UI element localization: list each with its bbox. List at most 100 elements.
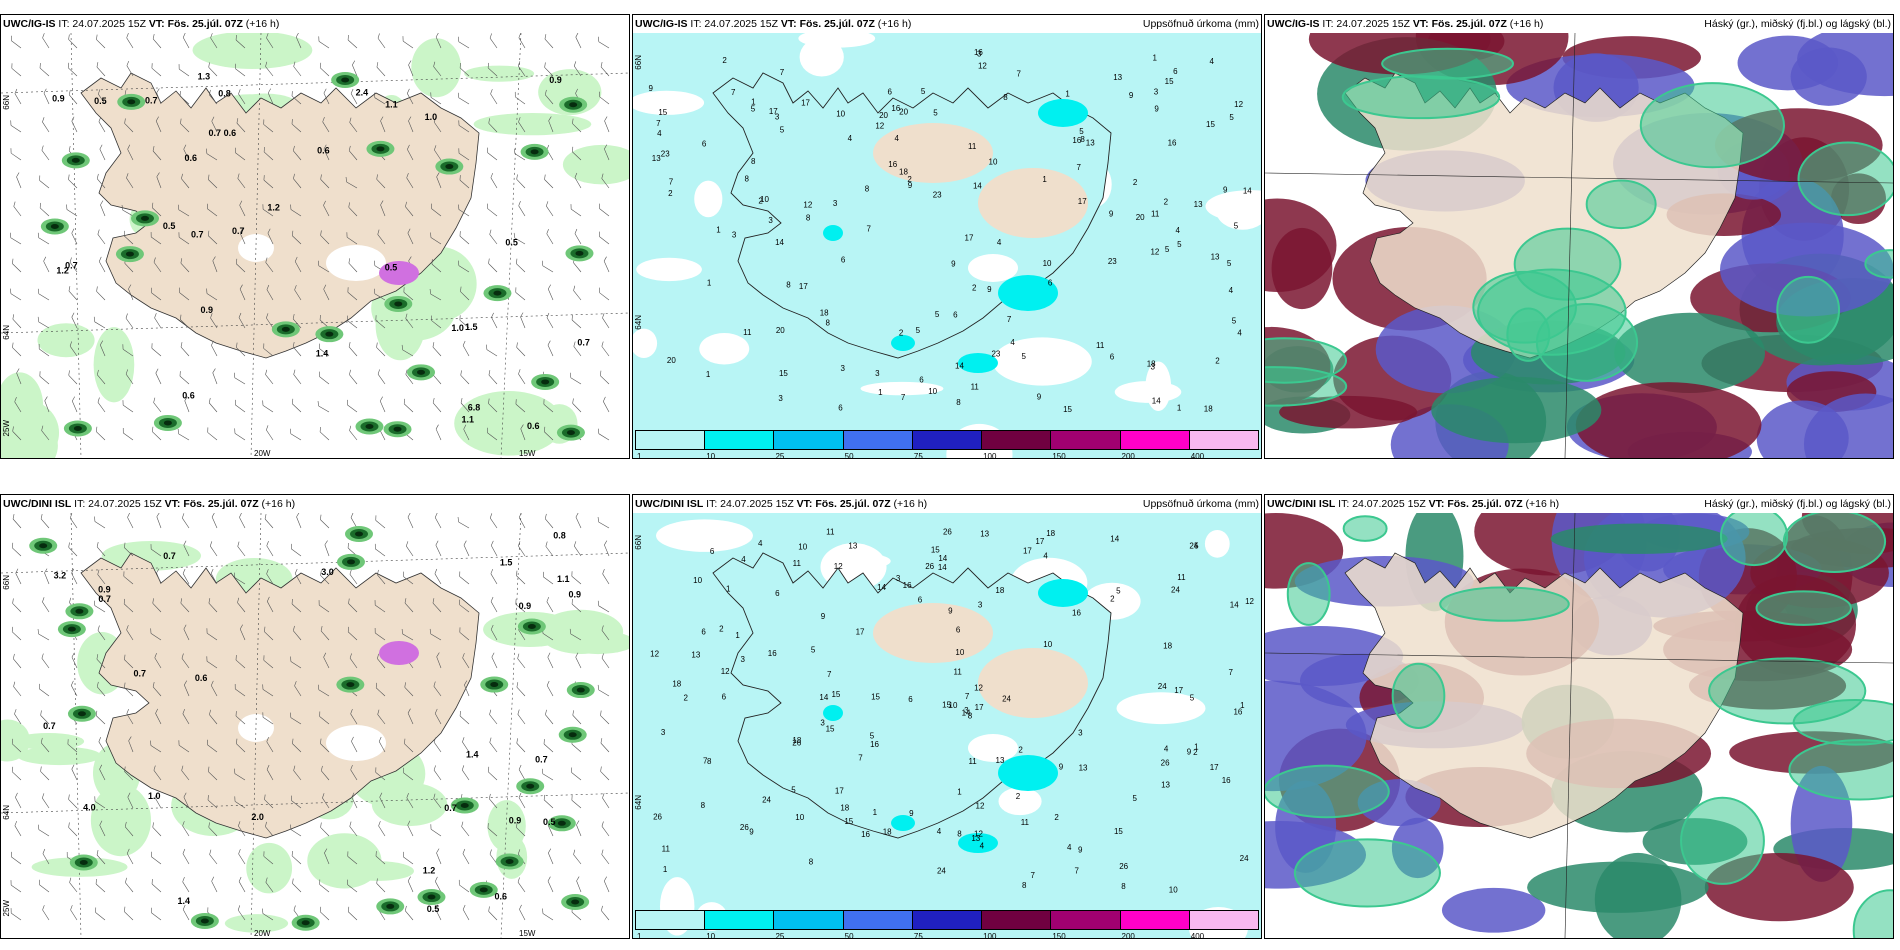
wind-barb	[542, 908, 554, 921]
wind-barb	[266, 737, 274, 753]
precip-value-label: 18	[883, 827, 892, 836]
wind-barb	[39, 202, 50, 217]
precip-value-label: 13	[971, 834, 980, 843]
wind-barb	[348, 145, 358, 161]
precip-value-label: 2	[758, 197, 763, 206]
precip-amount-label: 0.7	[145, 95, 158, 105]
precip-amount-label: 2.4	[356, 88, 369, 98]
wind-barb	[41, 145, 50, 161]
wind-barb	[323, 652, 330, 669]
wind-barb	[183, 144, 190, 161]
precip-value-label: 18	[792, 736, 801, 745]
wind-barb	[570, 204, 582, 217]
wind-barb	[212, 368, 218, 385]
wind-barb	[462, 904, 470, 921]
wind-barb	[96, 173, 106, 189]
no-precip-area	[1204, 529, 1230, 558]
precip-map[interactable]: 3 4 5 1 2 8 11 13 15 12 7 16 17 14 18 10 6 9 24 26 3 4 5 1 2 8 11 1…	[633, 513, 1261, 938]
high-cloud-area	[1381, 47, 1515, 80]
precip-map[interactable]: 2 3 4 5 1 6 9 7 10 8 3 5 13 17 16 11 14 15 12 20 18 23 6 4 2 5 1 8 9…	[633, 33, 1261, 458]
wind-barb	[433, 681, 442, 697]
wind-barb	[408, 116, 414, 133]
cloud-map[interactable]	[1265, 33, 1893, 458]
iceland-landmass	[1344, 552, 1744, 839]
precip-cell	[117, 93, 146, 110]
cloud-map[interactable]	[1265, 513, 1893, 938]
precip-value-label: 4	[657, 129, 662, 138]
precip-value-label: 18	[840, 803, 849, 812]
precip-cell	[153, 414, 182, 431]
wind-barb	[489, 709, 498, 725]
wind-map[interactable]: 0.6 0.6 0.6 0.6 1.1 1.0 0.9 1.4 0.6 1.0 1.5 0.5 0.7 0…	[1, 33, 629, 458]
cloud-area	[1720, 222, 1893, 317]
wind-barb	[296, 513, 302, 529]
precip-value-label: 17	[769, 107, 778, 116]
wind-barb	[209, 89, 218, 105]
no-precip-area	[694, 180, 723, 218]
precip-value-label: 8	[826, 319, 831, 328]
wind-barb	[155, 368, 162, 385]
wind-barb	[262, 712, 274, 725]
wind-barb	[208, 230, 218, 245]
precip-value-label: 15	[658, 108, 667, 117]
wind-barb	[347, 287, 358, 301]
wind-barb	[152, 33, 162, 49]
wind-barb	[151, 879, 162, 893]
graticule-lon	[70, 513, 82, 938]
wind-barb	[599, 287, 610, 301]
precip-value-label: 5	[1116, 587, 1121, 596]
wind-map[interactable]: 1.0 0.5 1.4 0.9 2.0 0.7 0.7 0.6 1.4 0.7 0.8 1.2 0.7 0…	[1, 513, 629, 938]
wind-barb	[69, 877, 78, 893]
precip-value-label: 1	[706, 370, 711, 379]
wind-barb	[431, 315, 442, 329]
precip-value-label: 14	[775, 238, 784, 247]
panel-header: UWC/DINI ISL IT: 24.07.2025 15Z VT: Fös.…	[635, 498, 1259, 510]
wind-barb	[571, 571, 582, 585]
precip-value-label: 17	[835, 786, 844, 795]
wind-barb	[516, 570, 526, 585]
precip-value-label: 1	[735, 631, 740, 640]
wind-barb	[323, 284, 330, 301]
wind-barb	[291, 850, 302, 865]
precip-amount-label: 1.0	[425, 112, 438, 122]
precip-value-label: 5	[1022, 352, 1027, 361]
precip-value-label: 4	[848, 134, 853, 143]
wind-barb	[179, 371, 190, 385]
high-cloud-area	[1852, 889, 1893, 938]
wind-barb	[37, 316, 50, 329]
wind-barb	[576, 876, 582, 893]
panel-header: UWC/DINI ISL IT: 24.07.2025 15Z VT: Fös.…	[1267, 498, 1891, 510]
wind-barb	[126, 173, 134, 189]
precip-value-label: 3	[661, 728, 666, 737]
precip-value-label: 7	[1076, 163, 1081, 172]
wind-barb	[40, 514, 50, 529]
wind-barb	[403, 398, 414, 413]
high-cloud-area	[1719, 513, 1789, 567]
wind-barb	[12, 314, 22, 329]
precip-value-label: 4	[1067, 843, 1072, 852]
precip-value-label: 18	[1147, 359, 1156, 368]
wind-barb	[182, 513, 190, 529]
wind-barb	[184, 680, 190, 697]
wind-barb	[463, 540, 470, 557]
wind-barb	[10, 288, 22, 301]
wind-barb	[347, 34, 358, 49]
precip-value-label: 5	[791, 786, 796, 795]
wind-barb	[206, 628, 218, 641]
precip-value-label: 12	[1234, 100, 1243, 109]
wind-barb	[291, 91, 302, 105]
wind-barb	[69, 513, 78, 529]
intense-precip	[379, 641, 419, 665]
precip-value-label: 9	[1037, 393, 1042, 402]
precip-value-label: 13	[1113, 73, 1122, 82]
wind-barb	[347, 626, 358, 641]
high-cloud-area	[1513, 227, 1622, 301]
wind-barb	[94, 600, 106, 613]
wind-barb	[575, 513, 582, 529]
precip-cell	[561, 893, 590, 910]
precip-value-label: 1	[1042, 175, 1047, 184]
wind-barb	[95, 710, 106, 725]
wind-barb	[601, 821, 610, 837]
precip-value-label: 2	[1164, 198, 1169, 207]
wind-barb	[208, 174, 218, 189]
